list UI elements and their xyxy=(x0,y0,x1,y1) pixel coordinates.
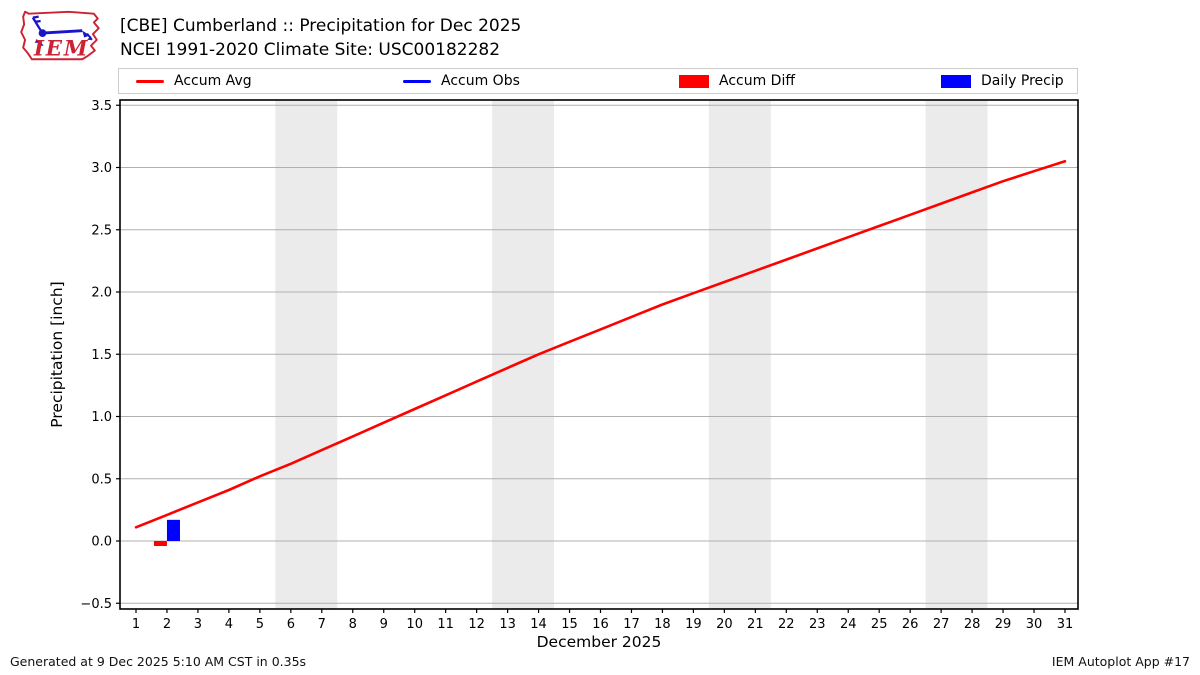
y-tick-label: 0.5 xyxy=(91,472,112,487)
x-tick-label: 19 xyxy=(685,617,702,632)
legend: Accum Avg Accum Obs Accum Diff Daily Precip xyxy=(118,68,1078,94)
logo-text: IEM xyxy=(33,36,90,61)
page-subtitle: NCEI 1991-2020 Climate Site: USC00182282 xyxy=(120,40,501,60)
x-tick-label: 7 xyxy=(318,617,326,632)
x-tick-label: 30 xyxy=(1026,617,1043,632)
daily-precip-swatch-icon xyxy=(941,74,971,88)
x-tick-label: 6 xyxy=(287,617,295,632)
x-tick-label: 4 xyxy=(225,617,233,632)
x-tick-label: 1 xyxy=(132,617,140,632)
x-tick-label: 25 xyxy=(871,617,888,632)
gridlines xyxy=(120,104,1078,604)
x-tick-label: 26 xyxy=(902,617,919,632)
generated-at-text: Generated at 9 Dec 2025 5:10 AM CST in 0… xyxy=(10,654,307,669)
y-tick-label: 3.5 xyxy=(91,99,112,114)
page-title: [CBE] Cumberland :: Precipitation for De… xyxy=(120,16,522,36)
legend-item-accum-avg: Accum Avg xyxy=(136,73,252,89)
legend-label: Accum Diff xyxy=(719,73,796,89)
x-tick-label: 27 xyxy=(933,617,950,632)
iem-logo: IEM xyxy=(20,10,100,61)
x-tick-label: 14 xyxy=(530,617,547,632)
accum-diff-bars xyxy=(153,541,167,546)
legend-item-accum-diff: Accum Diff xyxy=(679,73,795,89)
chart-title-block: [CBE] Cumberland :: Precipitation for De… xyxy=(120,14,521,62)
y-axis: −0.5 0.0 0.5 1.0 1.5 2.0 2.5 3.0 3.5 xyxy=(80,99,120,612)
x-tick-label: 12 xyxy=(468,617,485,632)
x-tick-label: 9 xyxy=(380,617,388,632)
legend-item-accum-obs: Accum Obs xyxy=(403,73,520,89)
y-tick-label: −0.5 xyxy=(80,597,112,612)
x-axis: 1 2 3 4 5 6 7 8 9 10 11 12 13 14 15 16 17 18 19 20 21 22 23 24 2… xyxy=(132,609,1073,632)
weathervane-icon xyxy=(31,15,93,46)
x-tick-label: 16 xyxy=(592,617,609,632)
y-tick-label: 2.5 xyxy=(91,223,112,238)
y-tick-label: 1.0 xyxy=(91,410,112,425)
x-tick-label: 23 xyxy=(809,617,826,632)
x-tick-label: 28 xyxy=(964,617,981,632)
legend-label: Accum Avg xyxy=(174,73,252,89)
daily-precip-bar xyxy=(166,519,180,541)
x-tick-label: 11 xyxy=(437,617,454,632)
y-axis-label: Precipitation [inch] xyxy=(48,281,66,427)
x-tick-label: 13 xyxy=(499,617,516,632)
y-tick-label: 3.0 xyxy=(91,161,112,176)
legend-label: Daily Precip xyxy=(981,73,1064,89)
x-tick-label: 17 xyxy=(623,617,640,632)
accum-avg-swatch-icon xyxy=(136,79,164,83)
x-tick-label: 18 xyxy=(654,617,671,632)
footer: Generated at 9 Dec 2025 5:10 AM CST in 0… xyxy=(0,654,1200,672)
x-tick-label: 8 xyxy=(349,617,357,632)
x-tick-label: 24 xyxy=(840,617,857,632)
x-tick-label: 2 xyxy=(163,617,171,632)
y-tick-label: 0.0 xyxy=(91,535,112,550)
accum-diff-bar xyxy=(153,541,167,546)
x-tick-label: 10 xyxy=(406,617,423,632)
x-tick-label: 29 xyxy=(995,617,1012,632)
app-credit-text: IEM Autoplot App #17 xyxy=(1051,654,1190,669)
accum-avg-line xyxy=(134,160,1067,529)
accum-diff-swatch-icon xyxy=(679,74,709,88)
legend-label: Accum Obs xyxy=(441,73,520,89)
daily-precip-bars xyxy=(166,519,180,541)
y-tick-label: 1.5 xyxy=(91,348,112,363)
x-tick-label: 5 xyxy=(256,617,264,632)
x-tick-label: 21 xyxy=(747,617,764,632)
x-tick-label: 15 xyxy=(561,617,578,632)
x-tick-label: 20 xyxy=(716,617,733,632)
x-tick-label: 3 xyxy=(194,617,202,632)
x-axis-label: December 2025 xyxy=(537,633,662,651)
y-tick-label: 2.0 xyxy=(91,286,112,301)
iowa-outline xyxy=(20,10,100,61)
legend-item-daily-precip: Daily Precip xyxy=(941,73,1064,89)
x-tick-label: 31 xyxy=(1057,617,1074,632)
accum-obs-swatch-icon xyxy=(403,79,431,83)
x-tick-label: 22 xyxy=(778,617,795,632)
